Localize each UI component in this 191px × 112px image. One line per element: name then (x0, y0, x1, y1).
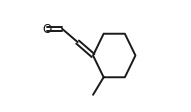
Text: O: O (42, 23, 51, 36)
